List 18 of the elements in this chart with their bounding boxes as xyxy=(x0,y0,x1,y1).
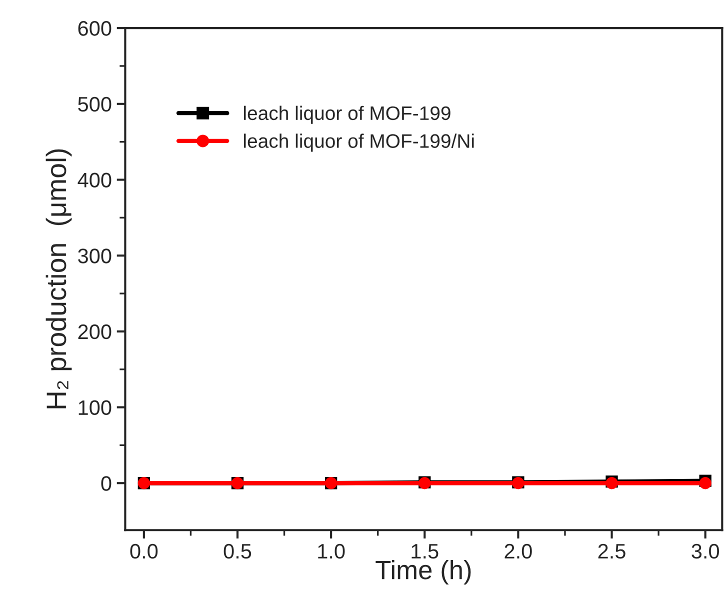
x-tick-label: 3.0 xyxy=(692,544,719,559)
x-tick-label: 2.0 xyxy=(504,544,532,559)
y-axis-title: H₂ production (μmol) xyxy=(46,149,72,408)
y-tick-label: 0 xyxy=(101,476,112,491)
y-tick-label: 200 xyxy=(78,324,112,340)
y-tick-label: 100 xyxy=(78,400,112,416)
x-tick-label: 0.5 xyxy=(224,544,252,559)
x-tick-label: 0.0 xyxy=(130,544,158,559)
y-tick-label: 400 xyxy=(78,172,112,188)
y-tick-label: 600 xyxy=(78,21,112,36)
y-tick-label: 500 xyxy=(78,96,112,112)
legend-label: leach liquor of MOF-199 xyxy=(244,106,450,124)
legend-label: leach liquor of MOF-199/Ni xyxy=(244,134,474,152)
x-axis-title: Time (h) xyxy=(376,560,471,585)
x-tick-label: 1.0 xyxy=(318,544,345,559)
x-tick-label: 2.5 xyxy=(598,544,626,559)
y-tick-label: 300 xyxy=(78,248,112,264)
x-tick-label: 1.5 xyxy=(412,544,438,559)
